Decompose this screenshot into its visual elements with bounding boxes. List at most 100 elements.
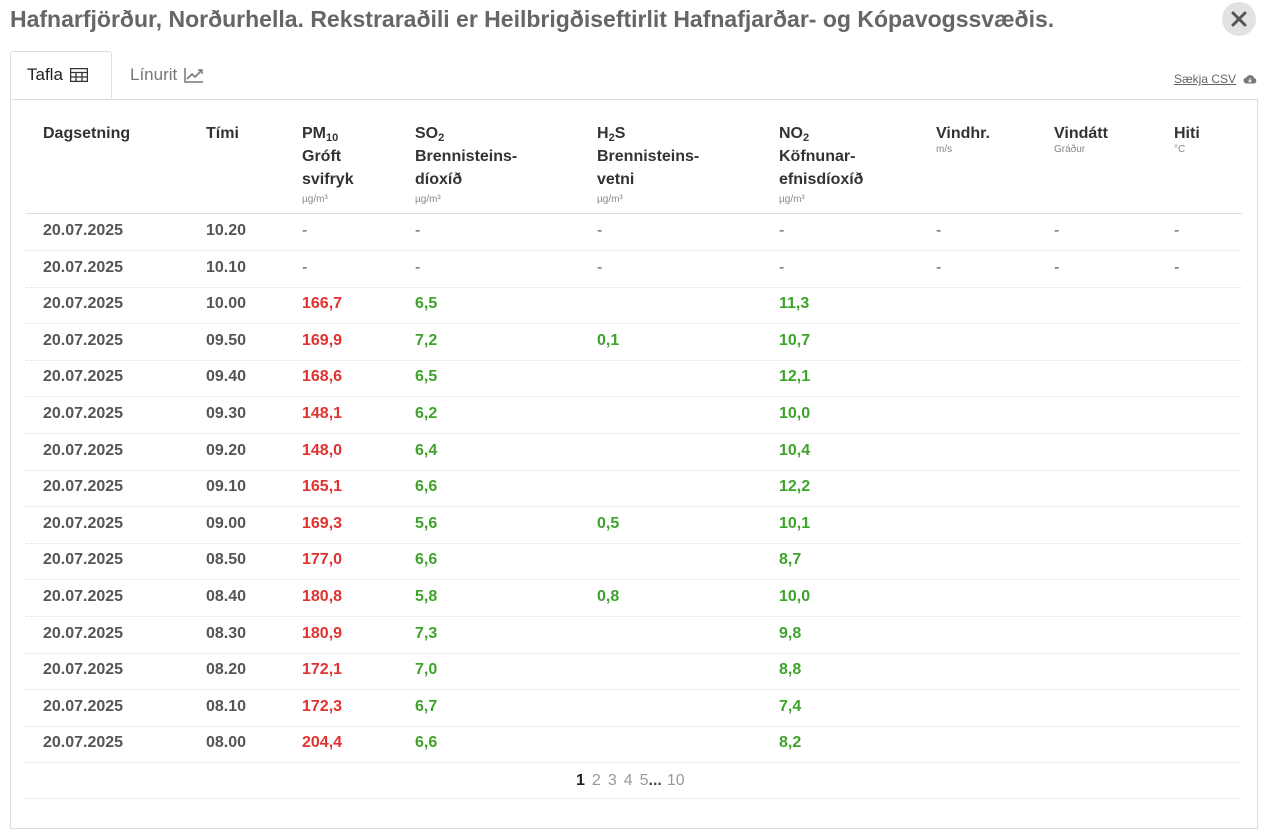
cell-no2: 10,4: [779, 441, 811, 459]
page-1[interactable]: 1: [576, 772, 585, 789]
cell-date: 20.07.2025: [43, 368, 124, 386]
header-wind-direction-label: Vindátt: [1054, 125, 1108, 142]
cell-time: 10.00: [206, 295, 247, 313]
cell-temperature: -: [1174, 258, 1180, 276]
cell-time: 09.30: [206, 405, 247, 422]
header-wind-speed: Vindhr. m/s: [936, 122, 990, 157]
header-so2: SO2 Brennisteins- díoxíð µg/m³: [415, 122, 517, 207]
cell-no2: 8,8: [779, 661, 802, 679]
header-no2: NO2 Köfnunar- efnisdíoxíð µg/m³: [779, 122, 863, 207]
close-icon: [1231, 11, 1247, 27]
table-row: 20.07.2025 10.10 - - - - - - -: [26, 251, 1242, 288]
table-row: 20.07.2025 09.10 165,1 6,6 12,2: [26, 470, 1242, 508]
cell-so2: -: [415, 222, 421, 239]
table-row: 20.07.2025 08.20 172,1 7,0 8,8: [26, 653, 1242, 691]
cell-no2: -: [779, 222, 785, 239]
header-so2-line2: díoxíð: [415, 171, 463, 188]
cell-no2: 7,4: [779, 697, 802, 715]
cell-date: 20.07.2025: [43, 258, 124, 276]
tab-chart-label: Línurit: [130, 65, 178, 84]
table-row: 20.07.2025 08.00 204,4 6,6 8,2: [26, 726, 1242, 764]
cell-so2: 7,2: [415, 331, 438, 349]
line-chart-icon: [184, 68, 204, 83]
cell-no2: 10,1: [779, 514, 811, 532]
header-so2-line1: Brennisteins-: [415, 148, 518, 165]
pagination: 1 2 3 4 5 ... 10: [576, 772, 685, 790]
header-so2-chem: SO2: [415, 125, 445, 144]
header-pm10-unit: µg/m³: [302, 194, 328, 205]
cell-no2: 8,2: [779, 734, 802, 752]
cell-no2: 10,7: [779, 331, 811, 349]
download-csv-label: Sækja CSV: [1174, 72, 1237, 86]
header-h2s-line1: Brennisteins-: [597, 148, 700, 165]
cell-date: 20.07.2025: [43, 697, 124, 715]
header-divider: [26, 213, 1242, 214]
cell-wind-direction: -: [1054, 222, 1060, 239]
cell-h2s: 0,8: [597, 588, 620, 605]
cell-time: 09.10: [206, 478, 247, 496]
cell-so2: 7,0: [415, 661, 438, 679]
cell-no2: 11,3: [779, 295, 810, 313]
cell-date: 20.07.2025: [43, 624, 124, 642]
tab-table-label: Tafla: [27, 65, 63, 84]
cell-so2: 5,8: [415, 588, 438, 605]
cell-pm10: 172,3: [302, 697, 343, 715]
header-h2s: H2S Brennisteins- vetni µg/m³: [597, 122, 699, 207]
page-4[interactable]: 4: [623, 772, 633, 789]
table-row: 20.07.2025 08.10 172,3 6,7 7,4: [26, 690, 1242, 727]
header-no2-line1: Köfnunar-: [779, 148, 856, 165]
cell-pm10: 169,9: [302, 331, 343, 349]
cell-wind-speed: -: [936, 258, 942, 276]
cell-time: 08.30: [206, 624, 247, 642]
header-date-label: Dagsetning: [43, 125, 131, 142]
cell-so2: 6,4: [415, 441, 438, 459]
page-2[interactable]: 2: [591, 772, 601, 789]
cell-pm10: 169,3: [302, 514, 343, 532]
cell-no2: 9,8: [779, 624, 802, 642]
header-time-label: Tími: [206, 125, 239, 142]
pagination-divider: [26, 798, 1242, 799]
tab-table[interactable]: Tafla: [10, 51, 112, 99]
cell-time: 08.50: [206, 551, 247, 569]
cell-temperature: -: [1174, 222, 1180, 239]
download-csv-link[interactable]: Sækja CSV: [1174, 72, 1257, 86]
cell-so2: 6,7: [415, 697, 438, 715]
header-h2s-line2: vetni: [597, 171, 635, 188]
cell-so2: 7,3: [415, 624, 438, 642]
header-temperature-unit: °C: [1174, 144, 1186, 155]
cell-date: 20.07.2025: [43, 478, 124, 496]
cell-time: 09.40: [206, 368, 247, 386]
close-button[interactable]: [1222, 2, 1256, 36]
header-date: Dagsetning: [43, 122, 130, 145]
cell-pm10: -: [302, 222, 308, 239]
cell-no2: 10,0: [779, 405, 811, 422]
page-3[interactable]: 3: [607, 772, 617, 789]
table-row: 20.07.2025 08.30 180,9 7,3 9,8: [26, 617, 1242, 654]
cell-so2: 6,6: [415, 734, 438, 752]
page-10[interactable]: 10: [666, 772, 685, 789]
header-so2-unit: µg/m³: [415, 194, 441, 205]
cell-time: 08.20: [206, 661, 247, 679]
cloud-download-icon: [1243, 75, 1257, 84]
cell-time: 08.40: [206, 588, 247, 605]
cell-pm10: 166,7: [302, 295, 343, 313]
header-no2-line2: efnisdíoxíð: [779, 171, 864, 188]
tab-chart[interactable]: Línurit: [130, 51, 204, 99]
cell-pm10: 172,1: [302, 661, 343, 679]
cell-time: 09.00: [206, 514, 247, 532]
header-h2s-unit: µg/m³: [597, 194, 623, 205]
table-row: 20.07.2025 09.40 168,6 6,5 12,1: [26, 360, 1242, 398]
cell-so2: 6,6: [415, 478, 438, 496]
cell-so2: 6,2: [415, 405, 438, 422]
table-row: 20.07.2025 10.20 - - - - - - -: [26, 214, 1242, 251]
cell-pm10: 180,8: [302, 588, 343, 605]
cell-time: 10.10: [206, 258, 247, 276]
cell-h2s: -: [597, 222, 603, 239]
cell-so2: 6,6: [415, 551, 438, 569]
cell-date: 20.07.2025: [43, 551, 124, 569]
cell-date: 20.07.2025: [43, 588, 124, 605]
cell-h2s: -: [597, 258, 603, 276]
cell-so2: -: [415, 258, 421, 276]
cell-date: 20.07.2025: [43, 222, 124, 239]
cell-so2: 5,6: [415, 514, 438, 532]
